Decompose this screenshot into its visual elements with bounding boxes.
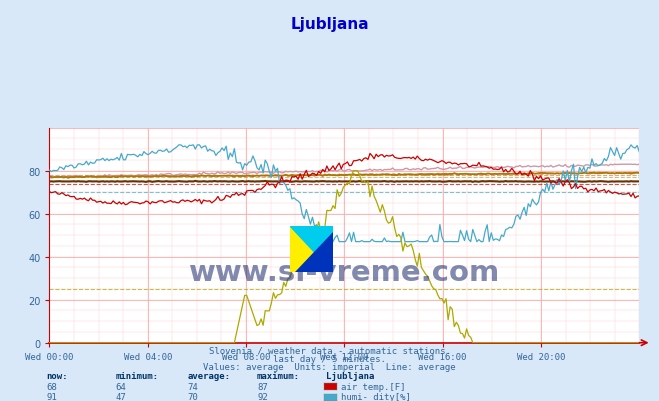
Text: Ljubljana: Ljubljana	[290, 17, 369, 32]
Text: average:: average:	[188, 371, 231, 380]
Text: now:: now:	[46, 371, 68, 380]
Text: minimum:: minimum:	[115, 371, 158, 380]
Polygon shape	[295, 232, 333, 273]
Text: humi- dity[%]: humi- dity[%]	[341, 393, 411, 401]
Text: 87: 87	[257, 382, 268, 391]
Text: Slovenia / weather data - automatic stations.: Slovenia / weather data - automatic stat…	[208, 346, 451, 355]
Text: 91: 91	[46, 393, 57, 401]
Text: 70: 70	[188, 393, 198, 401]
Text: maximum:: maximum:	[257, 371, 300, 380]
Text: www.si-vreme.com: www.si-vreme.com	[188, 258, 500, 286]
Text: Values: average  Units: imperial  Line: average: Values: average Units: imperial Line: av…	[203, 362, 456, 371]
Text: air temp.[F]: air temp.[F]	[341, 382, 405, 391]
Text: 64: 64	[115, 382, 126, 391]
Text: 92: 92	[257, 393, 268, 401]
Text: 47: 47	[115, 393, 126, 401]
Polygon shape	[290, 227, 333, 273]
Polygon shape	[290, 227, 333, 273]
Text: last day / 5 minutes.: last day / 5 minutes.	[273, 354, 386, 363]
Text: 74: 74	[188, 382, 198, 391]
Text: Ljubljana: Ljubljana	[326, 371, 374, 380]
Text: 68: 68	[46, 382, 57, 391]
